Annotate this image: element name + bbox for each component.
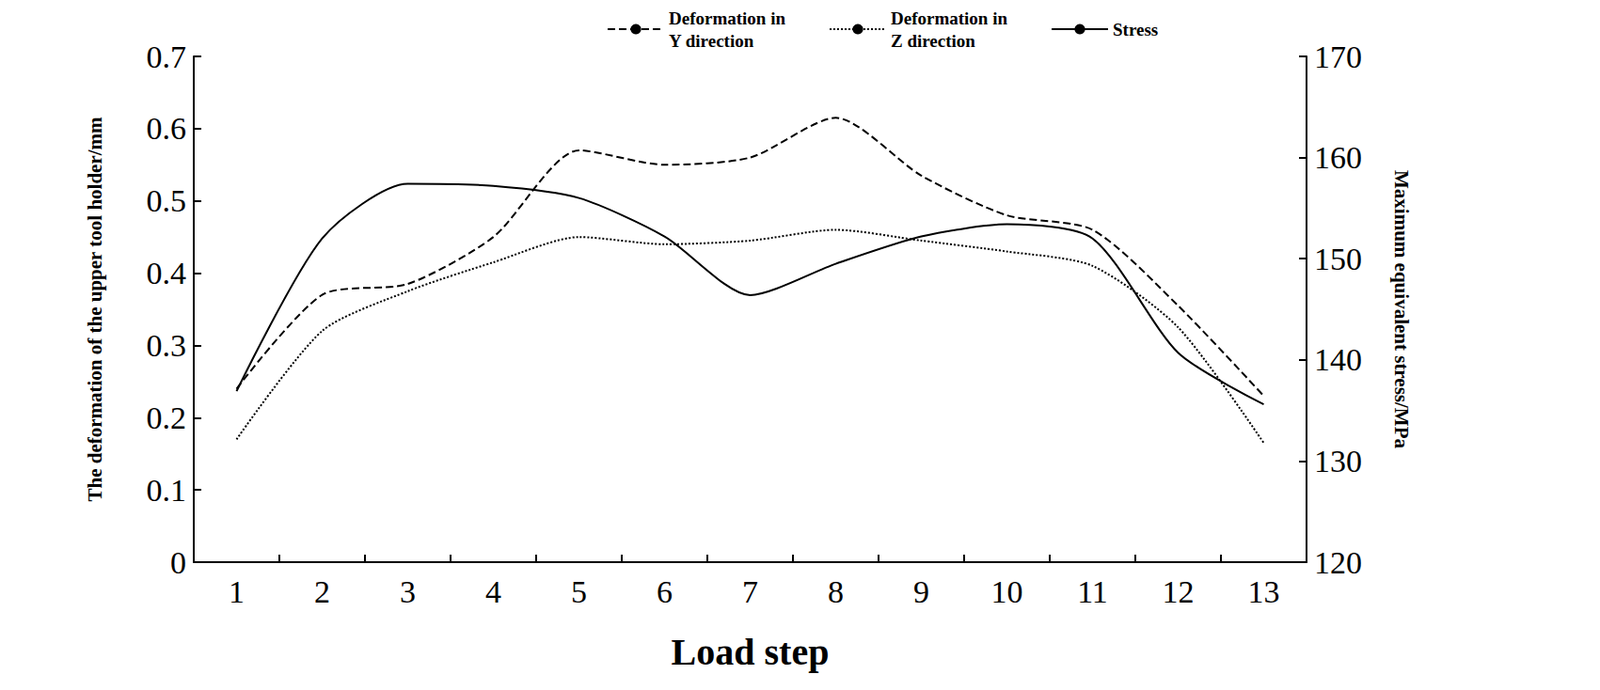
svg-text:7: 7 — [742, 574, 759, 610]
svg-text:0.6: 0.6 — [146, 110, 188, 146]
svg-text:140: 140 — [1314, 342, 1363, 378]
svg-text:9: 9 — [913, 574, 930, 610]
svg-text:Maximum equivalent stress/MPa: Maximum equivalent stress/MPa — [1390, 170, 1413, 449]
svg-text:0.7: 0.7 — [146, 39, 188, 75]
svg-text:150: 150 — [1314, 241, 1363, 277]
svg-text:120: 120 — [1314, 545, 1363, 581]
svg-text:Deformation in: Deformation in — [668, 8, 791, 29]
svg-text:0.1: 0.1 — [146, 473, 188, 508]
svg-text:0.3: 0.3 — [146, 328, 188, 364]
svg-text:2: 2 — [314, 574, 331, 610]
svg-text:The deformation of the upper t: The deformation of the upper tool holder… — [83, 116, 107, 503]
svg-text:170: 170 — [1314, 39, 1363, 75]
svg-text:Load step: Load step — [671, 631, 830, 674]
svg-text:Y direction: Y direction — [668, 31, 755, 51]
svg-text:4: 4 — [485, 574, 502, 610]
svg-text:3: 3 — [399, 574, 416, 610]
svg-text:0.2: 0.2 — [146, 400, 188, 436]
svg-text:Deformation in: Deformation in — [890, 8, 1013, 29]
svg-text:160: 160 — [1314, 140, 1363, 175]
svg-text:Z direction: Z direction — [890, 31, 976, 51]
svg-text:10: 10 — [991, 574, 1024, 610]
svg-text:6: 6 — [656, 574, 673, 610]
svg-text:130: 130 — [1314, 443, 1363, 479]
svg-text:8: 8 — [827, 574, 844, 610]
svg-text:13: 13 — [1248, 574, 1281, 610]
svg-text:12: 12 — [1162, 574, 1195, 610]
svg-text:0.4: 0.4 — [146, 255, 188, 291]
svg-text:11: 11 — [1077, 574, 1109, 610]
svg-text:0.5: 0.5 — [146, 183, 188, 219]
svg-text:Stress: Stress — [1112, 19, 1158, 40]
svg-text:5: 5 — [570, 574, 587, 610]
svg-text:1: 1 — [228, 574, 245, 610]
svg-text:0: 0 — [170, 545, 187, 581]
